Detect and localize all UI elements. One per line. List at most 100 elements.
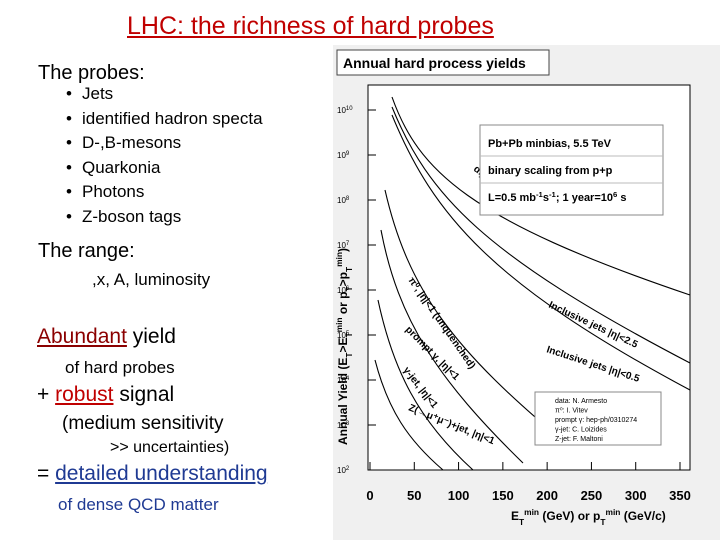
bullet-text: D-,B-mesons — [82, 133, 182, 152]
text: = — [37, 462, 56, 485]
tick-exp: 5 — [346, 331, 350, 337]
y-tick-label: 108 — [337, 196, 350, 205]
curve — [377, 299, 474, 471]
tick-exp: 4 — [346, 376, 350, 382]
text: + robust signal — [37, 383, 174, 407]
text: of hard probes — [65, 358, 175, 377]
tick-exp: 2 — [346, 466, 350, 472]
tick-exp: 9 — [346, 151, 350, 157]
plot-image: Annual hard process yields dijet, |η|<0.… — [333, 45, 720, 540]
legend-entry: L=0.5 mb-1s-1; 1 year=106 s — [488, 190, 626, 205]
y-tick-label: 1010 — [337, 106, 353, 115]
label-part: T — [344, 266, 354, 272]
emphasis: Abundant — [37, 325, 127, 348]
y-tick-label: 106 — [337, 286, 350, 295]
credit: γ-jet: C. Loizides — [555, 427, 607, 434]
curve — [391, 96, 691, 296]
label-part: Pb+Pb minbias, 5.5 TeV — [488, 138, 612, 150]
tick-base: 10 — [337, 106, 346, 115]
y-tick-label: 107 — [337, 241, 350, 250]
label-part: min — [524, 507, 539, 517]
bullet-item: • Photons — [66, 182, 144, 202]
tick-base: 10 — [337, 466, 346, 475]
label-part: T — [519, 517, 525, 527]
tick-base: 10 — [337, 196, 346, 205]
legend-entry: Pb+Pb minbias, 5.5 TeV — [488, 138, 612, 150]
x-tick-label: 200 — [536, 488, 558, 503]
curve — [384, 189, 569, 446]
bullet-item: • D-,B-mesons — [66, 133, 181, 153]
legend: Pb+Pb minbias, 5.5 TeV binary scaling fro… — [480, 138, 663, 204]
label-part: binary scaling from p+p — [488, 165, 613, 177]
label-part: >E — [336, 338, 350, 353]
text: yield — [126, 325, 176, 348]
bullet: • — [66, 84, 72, 103]
label-part: -1 — [549, 190, 557, 199]
slide-title: LHC: the richness of hard probes — [127, 12, 494, 40]
tick-base: 10 — [337, 241, 346, 250]
emphasis: robust — [55, 383, 114, 406]
x-tick-label: 100 — [448, 488, 470, 503]
bullet-text: Quarkonia — [82, 157, 161, 177]
heading: The probes: — [38, 62, 145, 84]
x-tick-label: 150 — [492, 488, 514, 503]
label-part: T — [344, 352, 354, 358]
y-tick-label: 105 — [337, 331, 350, 340]
label-part: -1 — [536, 190, 544, 199]
text: = detailed understanding — [37, 462, 268, 486]
bullet-item: • Jets — [66, 84, 113, 104]
credit: Z-jet: F. Maltoni — [555, 436, 603, 443]
label-part: L=0.5 mb — [488, 192, 536, 204]
label-part: (GeV/c) — [620, 509, 665, 523]
bullet-text: Jets — [82, 84, 114, 103]
bullet-item: • identified hadron specta — [66, 109, 263, 129]
tick-exp: 8 — [346, 196, 350, 202]
text: of dense QCD matter — [58, 495, 219, 514]
label-part: T — [600, 517, 606, 527]
small-image — [62, 269, 90, 287]
legend-entry: binary scaling from p+p — [488, 165, 613, 177]
y-tick-label: 103 — [337, 421, 350, 430]
x-tick-label: 0 — [366, 488, 373, 503]
bullet-text: Photons — [82, 182, 145, 201]
label-part: T — [344, 332, 354, 338]
x-axis-label: ETmin (GeV) or pTmin (GeV/c) — [511, 507, 666, 527]
bullet-item: • Z-boson tags — [66, 207, 181, 227]
plot-header-box — [336, 49, 550, 76]
credit: data: N. Armesto — [555, 398, 607, 405]
curve — [391, 106, 691, 364]
label-part: (GeV) or p — [539, 509, 600, 523]
tick-base: 10 — [337, 151, 346, 160]
curve — [374, 359, 444, 471]
label-part: s — [617, 192, 626, 204]
tick-base: 10 — [337, 286, 346, 295]
text: signal — [113, 383, 175, 406]
text: ,x, A, luminosity — [92, 270, 211, 289]
tick-base: 10 — [337, 376, 346, 385]
tick-exp: 7 — [346, 241, 350, 247]
axes: 0 50 100 150 200 250 300 3501010109108107106105… — [337, 106, 691, 503]
x-tick-label: 50 — [407, 488, 421, 503]
y-axis-label: Annual Yield (ET>ETmin or pT>pTmin) — [334, 248, 354, 445]
plot-header: Annual hard process yields — [343, 55, 526, 71]
label-part: E — [511, 509, 519, 523]
credit: prompt γ: hep-ph/0310274 — [555, 417, 637, 424]
x-tick-label: 300 — [625, 488, 647, 503]
bullet-text: Z-boson tags — [82, 206, 182, 226]
label-part: s — [543, 192, 549, 204]
label-part: 6 — [613, 190, 617, 199]
bullet: • — [66, 206, 72, 226]
x-tick-label: 250 — [581, 488, 603, 503]
tick-base: 10 — [337, 421, 346, 430]
heading: The range: — [38, 240, 135, 262]
label-part: Annual Yield (E — [336, 358, 350, 445]
emphasis: detailed understanding — [55, 462, 268, 485]
tick-exp: 6 — [346, 286, 350, 292]
label-part: min — [606, 507, 621, 517]
tick-base: 10 — [337, 331, 346, 340]
bullet-text: identified hadron specta — [82, 108, 263, 128]
y-tick-label: 104 — [337, 376, 350, 385]
bullet-item: • Quarkonia — [66, 158, 160, 178]
credits: data: N. Armesto π⁰: I. Vitev prompt γ: he… — [555, 398, 637, 443]
